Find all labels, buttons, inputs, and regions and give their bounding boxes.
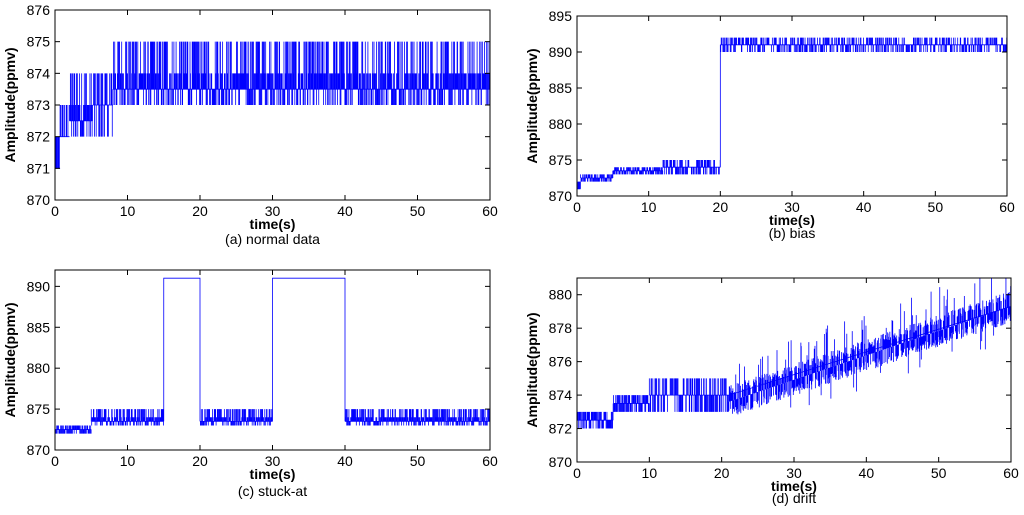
x-tick-label: 60: [999, 199, 1015, 215]
x-tick-label: 60: [482, 453, 498, 469]
y-tick-label: 874: [27, 65, 51, 81]
y-tick-label: 870: [549, 454, 573, 470]
chart-c: 0 10 20 30 40 50 60 870 875 880 885 890 time(s) Ampli…: [2, 269, 498, 499]
x-tick-label: 0: [573, 199, 581, 215]
x-tick-label: 40: [337, 203, 353, 219]
y-tick-label: 871: [27, 160, 51, 176]
y-tick-label: 872: [27, 129, 51, 145]
x-tick-label: 40: [859, 465, 875, 481]
y-axis-label: Amplitude(ppmv): [2, 302, 18, 417]
y-tick-label: 870: [549, 188, 573, 204]
x-tick-label: 30: [265, 203, 281, 219]
y-tick-label: 895: [549, 8, 573, 24]
chart-caption: (c) stuck-at: [238, 483, 307, 499]
y-tick-label: 885: [27, 319, 51, 335]
y-tick-label: 875: [27, 401, 51, 417]
chart-caption: (b) bias: [769, 225, 816, 241]
x-axis-label: time(s): [769, 212, 815, 228]
plot-frame-d: [576, 277, 1012, 463]
chart-caption: (a) normal data: [225, 231, 320, 247]
y-tick-label: 880: [549, 116, 573, 132]
y-tick-label: 872: [549, 421, 573, 437]
x-tick-label: 0: [51, 453, 59, 469]
series-line-d: [577, 278, 1011, 429]
series-line-b: [577, 37, 1007, 190]
y-tick-label: 880: [549, 287, 573, 303]
x-tick-label: 50: [928, 199, 944, 215]
series-line-c: [55, 277, 490, 434]
y-tick-label: 870: [27, 442, 51, 458]
x-tick-label: 10: [642, 465, 658, 481]
chart-caption: (d) drift: [772, 490, 816, 506]
y-tick-label: 890: [27, 278, 51, 294]
y-tick-label: 880: [27, 360, 51, 376]
x-axis-label: time(s): [771, 478, 817, 494]
x-tick-label: 0: [51, 203, 59, 219]
x-tick-label: 60: [1003, 465, 1019, 481]
x-tick-label: 50: [410, 203, 426, 219]
y-tick-label: 875: [549, 152, 573, 168]
y-tick-label: 874: [549, 387, 573, 403]
x-axis-label: time(s): [250, 466, 296, 482]
x-tick-label: 50: [410, 453, 426, 469]
x-tick-label: 20: [192, 453, 208, 469]
chart-a: 0 10 20 30 40 50 60 870 871 872 873 874 875 876 time(s…: [2, 2, 498, 247]
y-tick-label: 875: [27, 34, 51, 50]
x-tick-label: 50: [931, 465, 947, 481]
y-tick-label: 876: [549, 354, 573, 370]
x-tick-label: 20: [714, 465, 730, 481]
x-tick-label: 10: [120, 453, 136, 469]
chart-b: 0 10 20 30 40 50 60 870 875 880 885 890 895 time(s) Am…: [524, 8, 1015, 241]
x-tick-label: 20: [713, 199, 729, 215]
y-tick-label: 870: [27, 192, 51, 208]
x-tick-label: 30: [786, 465, 802, 481]
chart-d: 0 10 20 30 40 50 60 870 872 874 876 878 880 time(s) Am…: [524, 277, 1019, 506]
x-tick-label: 10: [120, 203, 136, 219]
x-tick-label: 30: [265, 453, 281, 469]
y-axis-label: Amplitude(ppmv): [2, 47, 18, 162]
x-tick-label: 20: [192, 203, 208, 219]
x-axis-label: time(s): [250, 216, 296, 232]
y-axis-label: Amplitude(ppmv): [524, 312, 540, 427]
x-tick-label: 40: [337, 453, 353, 469]
series-line-a: [55, 41, 490, 169]
x-tick-label: 0: [573, 465, 581, 481]
x-tick-label: 30: [784, 199, 800, 215]
y-tick-label: 885: [549, 80, 573, 96]
x-tick-label: 60: [482, 203, 498, 219]
y-tick-label: 873: [27, 97, 51, 113]
y-tick-label: 876: [27, 2, 51, 18]
x-tick-label: 10: [641, 199, 657, 215]
x-tick-label: 40: [856, 199, 872, 215]
y-tick-label: 890: [549, 44, 573, 60]
y-tick-label: 878: [549, 320, 573, 336]
y-axis-label: Amplitude(ppmv): [524, 48, 540, 163]
